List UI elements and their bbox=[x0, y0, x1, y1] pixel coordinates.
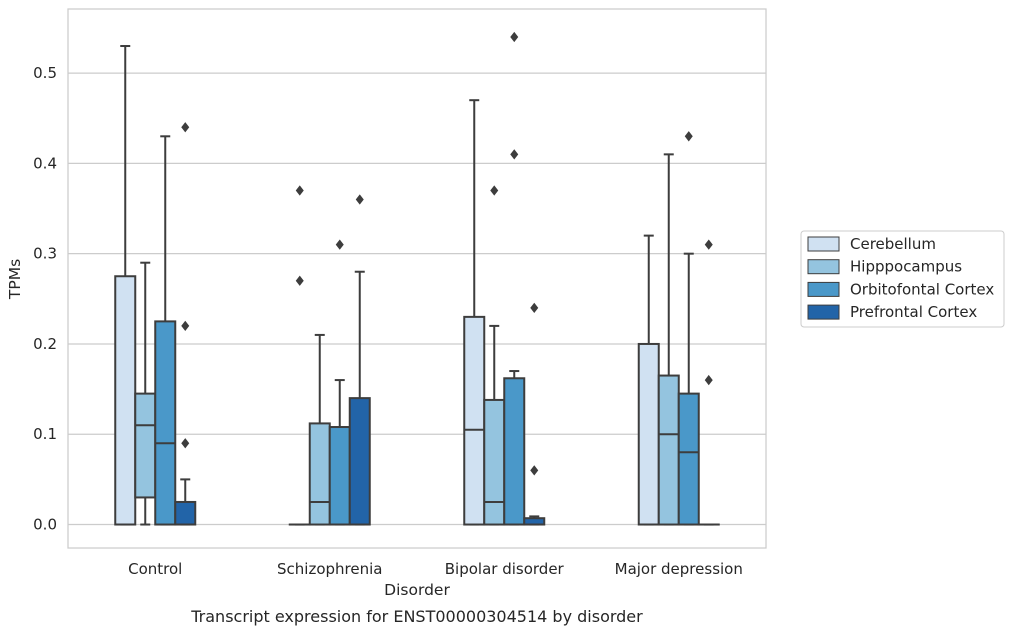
y-tick-label: 0.4 bbox=[33, 154, 57, 172]
x-tick-label: Bipolar disorder bbox=[445, 560, 565, 578]
legend-swatch bbox=[807, 259, 840, 275]
box-body bbox=[637, 342, 660, 526]
outlier-point bbox=[181, 122, 190, 133]
box-body bbox=[154, 320, 177, 526]
box-group bbox=[637, 234, 660, 526]
box-group bbox=[174, 122, 197, 526]
outlier-point bbox=[704, 239, 713, 250]
legend-label: Prefrontal Cortex bbox=[850, 303, 977, 321]
boxes bbox=[114, 31, 720, 526]
box-group bbox=[328, 239, 351, 526]
outlier-point bbox=[704, 374, 713, 386]
legend-frame bbox=[800, 230, 1005, 328]
box-group bbox=[503, 31, 526, 526]
box-group bbox=[677, 131, 700, 526]
outlier-point bbox=[181, 320, 190, 332]
box-group bbox=[348, 194, 371, 526]
box-group bbox=[114, 45, 137, 526]
legend-label: Hipppocampus bbox=[850, 258, 962, 276]
y-tick-label: 0.5 bbox=[33, 64, 57, 82]
box-group bbox=[308, 333, 331, 526]
outlier-point bbox=[355, 194, 364, 205]
outlier-point bbox=[530, 302, 539, 313]
x-axis-ticks: Control Schizophrenia Bipolar disorder Majo… bbox=[128, 560, 743, 578]
x-axis-label: Disorder bbox=[384, 581, 450, 599]
outlier-point bbox=[510, 31, 519, 43]
x-tick-label: Control bbox=[128, 560, 182, 578]
x-tick-label: Schizophrenia bbox=[277, 560, 382, 578]
outlier-point bbox=[295, 185, 304, 196]
outlier-point bbox=[181, 438, 190, 449]
box-group bbox=[134, 261, 157, 526]
outlier-point bbox=[530, 465, 539, 476]
outlier-point bbox=[335, 239, 344, 250]
box-body bbox=[503, 377, 526, 526]
outlier-point bbox=[490, 185, 499, 196]
box-body bbox=[308, 422, 331, 526]
box-body bbox=[463, 315, 486, 526]
chart-caption: Transcript expression for ENST0000030451… bbox=[190, 607, 643, 626]
box-group bbox=[483, 185, 506, 526]
legend-swatch bbox=[807, 236, 840, 252]
outlier-point bbox=[684, 131, 693, 142]
box-group bbox=[657, 153, 680, 526]
legend-swatch bbox=[807, 304, 840, 320]
y-tick-label: 0.1 bbox=[33, 425, 57, 443]
box-body bbox=[174, 500, 197, 526]
outlier-point bbox=[510, 149, 519, 160]
box-body bbox=[677, 392, 700, 526]
y-tick-label: 0.3 bbox=[33, 245, 57, 263]
x-tick-label: Major depression bbox=[615, 560, 743, 578]
box-group bbox=[288, 185, 311, 526]
y-axis-label: TPMs bbox=[6, 259, 24, 300]
box-body bbox=[348, 397, 371, 526]
box-body bbox=[483, 398, 506, 526]
legend-label: Cerebellum bbox=[850, 235, 936, 253]
box-body bbox=[114, 275, 137, 526]
legend-label: Orbitofontal Cortex bbox=[850, 280, 994, 298]
y-tick-label: 0.0 bbox=[33, 516, 57, 534]
y-tick-label: 0.2 bbox=[33, 335, 57, 353]
box-body bbox=[134, 392, 157, 499]
outlier-point bbox=[295, 275, 304, 286]
plot-area-frame bbox=[67, 8, 767, 549]
box-group bbox=[697, 239, 720, 526]
box-body bbox=[657, 374, 680, 526]
box-group bbox=[523, 302, 546, 526]
box-group bbox=[463, 99, 486, 526]
legend-swatch bbox=[807, 281, 840, 297]
box-group bbox=[154, 135, 177, 526]
y-axis-ticks: 0.0 0.1 0.2 0.3 0.4 0.5 bbox=[33, 64, 57, 533]
box-body bbox=[328, 426, 351, 526]
legend: Cerebellum Hipppocampus Orbitofontal Corte… bbox=[800, 230, 1005, 328]
